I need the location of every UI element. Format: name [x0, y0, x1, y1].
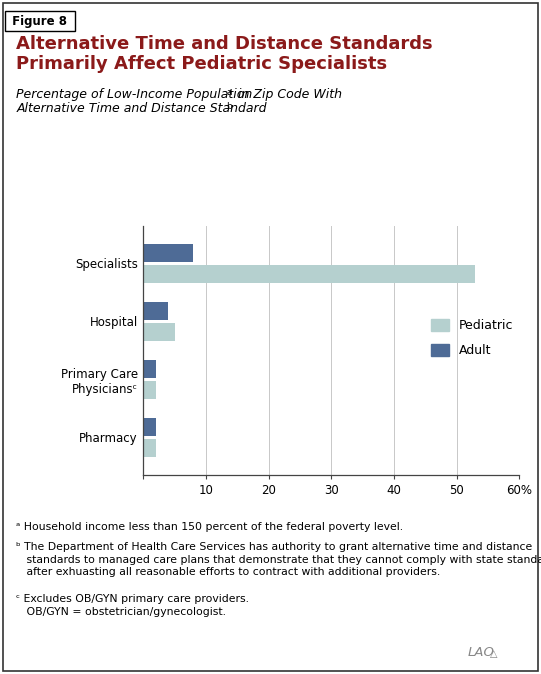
Bar [143, 381, 156, 399]
Text: in Zip Code With: in Zip Code With [234, 88, 342, 100]
Text: Alternative Time and Distance Standards
Primarily Affect Pediatric Specialists: Alternative Time and Distance Standards … [16, 35, 433, 73]
Bar [143, 360, 156, 378]
Bar [143, 244, 194, 262]
Text: △: △ [490, 649, 497, 659]
Text: ᶜ Excludes OB/GYN primary care providers.
   OB/GYN = obstetrician/gynecologist.: ᶜ Excludes OB/GYN primary care providers… [16, 594, 249, 617]
Bar [143, 302, 168, 320]
Bar [143, 323, 175, 341]
Bar [143, 418, 156, 436]
Text: Percentage of Low-Income Population: Percentage of Low-Income Population [16, 88, 253, 100]
Text: Alternative Time and Distance Standard: Alternative Time and Distance Standard [16, 102, 267, 115]
Legend: Pediatric, Adult: Pediatric, Adult [431, 319, 513, 357]
Text: LAO: LAO [468, 646, 495, 659]
Text: b: b [226, 102, 232, 111]
Text: ᵇ The Department of Health Care Services has authority to grant alternative time: ᵇ The Department of Health Care Services… [16, 542, 541, 578]
Text: a: a [226, 88, 232, 96]
Bar [143, 439, 156, 457]
Bar [143, 265, 476, 283]
Text: ᵃ Household income less than 150 percent of the federal poverty level.: ᵃ Household income less than 150 percent… [16, 522, 404, 532]
Text: Figure 8: Figure 8 [8, 15, 71, 28]
